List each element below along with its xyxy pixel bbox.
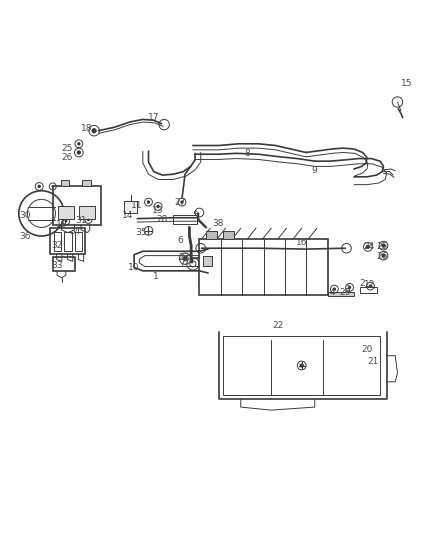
- Text: 20: 20: [361, 345, 373, 354]
- Text: 30: 30: [20, 211, 31, 220]
- Text: 3: 3: [345, 285, 350, 294]
- Text: 11: 11: [131, 201, 142, 210]
- Text: 7: 7: [179, 259, 185, 268]
- Text: 38: 38: [212, 220, 224, 228]
- Text: 26: 26: [377, 253, 388, 261]
- Text: 19: 19: [56, 220, 67, 229]
- Bar: [82, 180, 91, 187]
- Bar: [74, 232, 82, 251]
- Bar: [79, 206, 95, 220]
- Text: 4: 4: [329, 288, 335, 297]
- Text: 33: 33: [51, 261, 63, 270]
- Text: 23: 23: [179, 253, 190, 262]
- Bar: [360, 287, 377, 293]
- Circle shape: [366, 245, 370, 249]
- Circle shape: [147, 200, 150, 204]
- Bar: [53, 232, 61, 251]
- Text: 28: 28: [157, 215, 168, 224]
- Bar: [50, 228, 85, 254]
- Text: 24: 24: [364, 243, 375, 252]
- Text: 6: 6: [177, 236, 183, 245]
- Text: 16: 16: [296, 238, 307, 247]
- Bar: [223, 231, 234, 239]
- Bar: [60, 180, 69, 187]
- Text: 25: 25: [61, 144, 72, 154]
- Bar: [53, 257, 74, 271]
- Text: 18: 18: [81, 124, 92, 133]
- Bar: [58, 206, 74, 220]
- Text: 5: 5: [192, 211, 198, 220]
- Bar: [53, 187, 101, 225]
- Circle shape: [77, 142, 81, 146]
- Text: 36: 36: [20, 232, 31, 241]
- Text: 8: 8: [244, 149, 250, 158]
- Text: 13: 13: [152, 206, 164, 215]
- Circle shape: [369, 284, 372, 288]
- Bar: [206, 231, 217, 239]
- Circle shape: [51, 185, 54, 188]
- Circle shape: [77, 150, 81, 155]
- Circle shape: [156, 205, 160, 208]
- Circle shape: [381, 244, 386, 248]
- Bar: [203, 256, 212, 265]
- Circle shape: [348, 286, 351, 289]
- Text: 1: 1: [153, 272, 159, 280]
- Text: 25: 25: [377, 243, 388, 252]
- Text: 2: 2: [360, 279, 365, 287]
- Text: 32: 32: [51, 241, 63, 250]
- Text: 34: 34: [70, 227, 81, 236]
- Circle shape: [183, 256, 187, 261]
- Circle shape: [87, 219, 90, 221]
- Circle shape: [381, 254, 386, 258]
- Bar: [124, 201, 137, 213]
- Text: 29: 29: [339, 288, 351, 297]
- Circle shape: [38, 184, 41, 188]
- Text: 15: 15: [401, 79, 413, 88]
- Text: 10: 10: [128, 263, 140, 272]
- Text: 14: 14: [122, 211, 133, 220]
- Bar: [223, 336, 380, 395]
- Circle shape: [180, 200, 184, 204]
- Bar: [64, 232, 72, 251]
- Circle shape: [300, 364, 304, 368]
- Text: 31: 31: [75, 216, 86, 225]
- Text: 12: 12: [364, 280, 375, 289]
- Text: 17: 17: [148, 113, 159, 122]
- Text: 27: 27: [174, 198, 186, 207]
- Circle shape: [92, 128, 97, 133]
- Text: 35: 35: [136, 228, 147, 237]
- Circle shape: [65, 220, 67, 223]
- Bar: [173, 215, 197, 224]
- Bar: [199, 239, 328, 295]
- Circle shape: [332, 287, 336, 291]
- Text: 21: 21: [368, 357, 379, 366]
- Bar: [328, 292, 354, 296]
- Text: 9: 9: [312, 166, 318, 175]
- Text: 22: 22: [272, 321, 283, 330]
- Text: 26: 26: [61, 153, 72, 162]
